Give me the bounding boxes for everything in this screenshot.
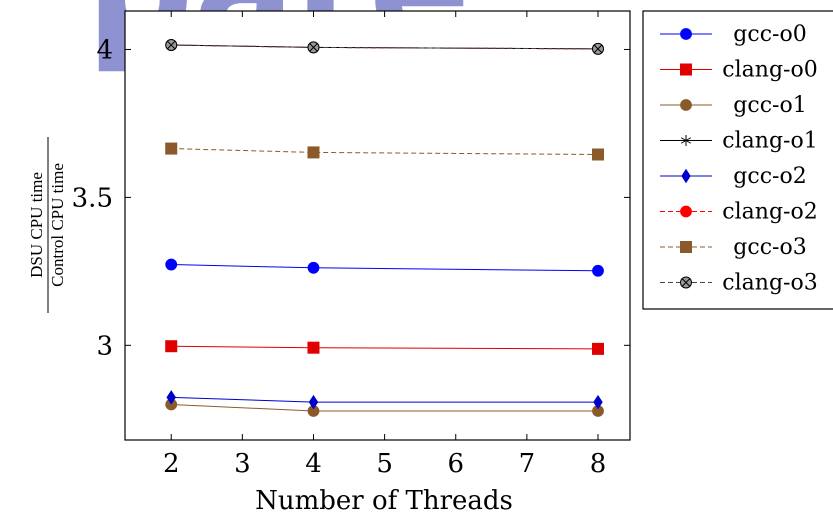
legend-label: clang-o2 xyxy=(722,200,817,225)
legend-entry-clang-o0: clang-o0 xyxy=(660,58,818,83)
legend-box xyxy=(642,10,833,310)
data-point-gcc-o2 xyxy=(308,394,319,410)
legend-swatch-marker xyxy=(680,135,692,146)
data-point-gcc-o0 xyxy=(307,261,320,274)
series-gcc-o2 xyxy=(166,390,603,410)
x-tick-label: 2 xyxy=(163,449,180,479)
data-point-clang-o0 xyxy=(165,340,178,353)
legend-entry-gcc-o1: gcc-o1 xyxy=(660,93,807,118)
legend-label: clang-o1 xyxy=(722,129,817,154)
data-point-clang-o3 xyxy=(165,39,178,52)
plot-area xyxy=(125,11,630,440)
y-axis-label: DSU CPU time Control CPU time xyxy=(27,137,67,313)
series-clang-o3 xyxy=(165,39,604,55)
legend-label: gcc-o0 xyxy=(733,22,806,47)
legend-swatch-marker xyxy=(680,276,692,289)
data-point-clang-o3-cross xyxy=(593,44,603,54)
series-gcc-o3 xyxy=(165,142,604,161)
data-point-gcc-o3 xyxy=(165,142,178,155)
plot-frame xyxy=(124,10,631,441)
legend-swatch-marker xyxy=(680,63,692,76)
x-tick-label: 3 xyxy=(234,449,251,479)
data-point-clang-o0 xyxy=(307,341,320,354)
y-axis-label-numerator: DSU CPU time xyxy=(27,172,46,278)
legend-swatch-marker xyxy=(680,99,692,111)
legend-label: gcc-o1 xyxy=(733,93,806,118)
data-point-gcc-o3 xyxy=(591,148,604,161)
legend-swatch-marker xyxy=(681,168,691,184)
x-tick-label: 7 xyxy=(519,449,536,479)
data-point-clang-o0 xyxy=(591,342,604,355)
y-tick-label: 3 xyxy=(96,331,113,361)
x-tick-label: 4 xyxy=(305,449,322,479)
legend-entry-clang-o2: clang-o2 xyxy=(660,200,818,225)
legend-label: clang-o3 xyxy=(722,271,817,296)
legend-entry-gcc-o2: gcc-o2 xyxy=(660,164,807,189)
x-tick-label: 5 xyxy=(376,449,393,479)
legend-swatch-marker xyxy=(680,241,692,253)
series-clang-o0 xyxy=(165,340,604,355)
y-tick-label: 4 xyxy=(96,35,113,65)
axis-ticks: 2 3 4 5 6 7 8 3 3.5 4 xyxy=(72,11,630,479)
legend-label: clang-o0 xyxy=(722,58,817,83)
x-axis-label: Number of Threads xyxy=(255,486,513,516)
series-line-clang-o3 xyxy=(171,44,598,50)
data-point-clang-o3 xyxy=(307,41,320,54)
series-gcc-o0 xyxy=(165,258,604,277)
legend-entry-gcc-o0: gcc-o0 xyxy=(660,22,807,47)
legend: gcc-o0 clang-o0 gcc-o1 clang-o1 gcc-o2 clang-… xyxy=(642,10,833,310)
data-point-gcc-o0 xyxy=(592,264,604,277)
legend-entry-gcc-o3: gcc-o3 xyxy=(660,235,807,260)
legend-label: gcc-o3 xyxy=(733,235,806,260)
y-axis-label-denominator: Control CPU time xyxy=(48,163,67,287)
legend-swatch-marker xyxy=(680,28,692,40)
series-layer xyxy=(165,39,604,417)
data-point-clang-o3 xyxy=(591,42,604,55)
legend-swatch-marker xyxy=(680,205,692,218)
legend-swatch-marker-cross xyxy=(681,278,691,287)
y-tick-label: 3.5 xyxy=(72,183,113,213)
data-point-gcc-o0 xyxy=(165,258,178,271)
data-point-gcc-o2 xyxy=(593,394,603,410)
data-point-gcc-o2 xyxy=(166,390,176,405)
legend-swatch-marker-stroke xyxy=(680,137,692,144)
data-point-clang-o3-cross xyxy=(167,40,176,50)
x-tick-label: 6 xyxy=(447,449,464,479)
legend-label: gcc-o2 xyxy=(733,164,806,189)
x-tick-label: 8 xyxy=(590,449,607,479)
data-point-clang-o3-cross xyxy=(309,43,318,52)
series-line-gcc-o3 xyxy=(171,148,598,155)
legend-entry-clang-o3: clang-o3 xyxy=(660,271,818,296)
data-point-gcc-o3 xyxy=(307,146,320,159)
legend-entry-clang-o1: clang-o1 xyxy=(660,129,818,154)
